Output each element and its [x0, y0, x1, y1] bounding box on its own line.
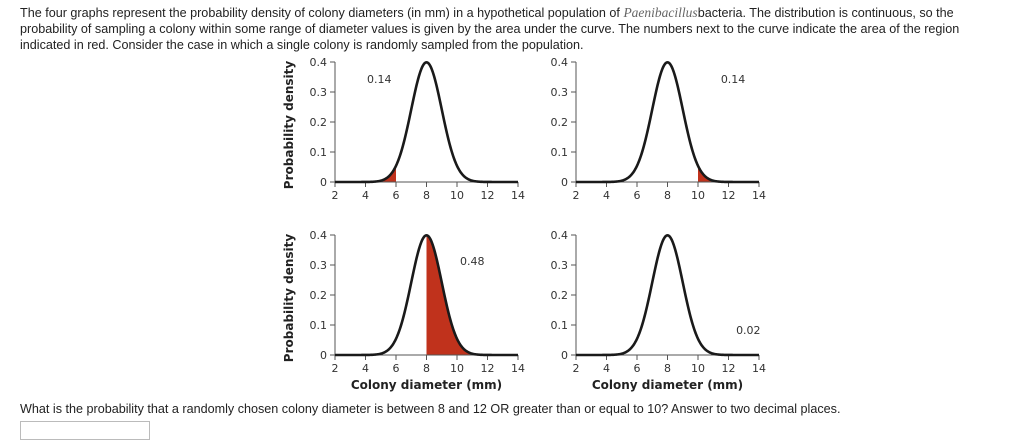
y-axis-label: Probability density [282, 61, 296, 190]
x-tick-label: 6 [634, 189, 641, 202]
x-tick-label: 4 [603, 362, 610, 375]
y-tick-label: 0.1 [310, 146, 328, 159]
area-label: 0.14 [721, 73, 746, 86]
x-tick-label: 12 [481, 189, 495, 202]
x-tick-label: 8 [664, 189, 671, 202]
y-tick-label: 0.1 [551, 319, 569, 332]
y-axis-label: Probability density [282, 234, 296, 363]
y-tick-label: 0.4 [551, 56, 569, 69]
x-tick-label: 4 [362, 189, 369, 202]
y-tick-label: 0.3 [551, 86, 569, 99]
intro-text: The four graphs represent the probabilit… [20, 6, 624, 20]
intro-text-cont: bacteria. The distribution is continuous… [20, 6, 960, 52]
x-tick-label: 14 [752, 189, 766, 202]
x-tick-label: 12 [481, 362, 495, 375]
x-tick-label: 6 [634, 362, 641, 375]
chart-3: 0 0.1 0.2 0.3 0.4 2 4 6 8 10 12 14 0.48 Probability d… [282, 229, 525, 392]
density-curve [576, 233, 759, 357]
chart-2: 0 0.1 0.2 0.3 0.4 2 4 6 8 10 12 14 0.14 [551, 56, 767, 202]
x-tick-label: 8 [423, 362, 430, 375]
x-tick-label: 2 [573, 189, 580, 202]
answer-input[interactable] [20, 421, 150, 440]
y-tick-label: 0.2 [551, 116, 569, 129]
area-label: 0.02 [736, 324, 761, 337]
x-tick-label: 8 [423, 189, 430, 202]
shaded-region [426, 235, 488, 355]
x-axis-label: Colony diameter (mm) [592, 378, 743, 392]
x-tick-label: 12 [722, 362, 736, 375]
y-tick-label: 0.3 [310, 259, 328, 272]
density-curve [335, 60, 518, 184]
area-label: 0.14 [367, 73, 392, 86]
x-tick-label: 2 [332, 189, 339, 202]
x-tick-label: 10 [450, 362, 464, 375]
chart-4: 0 0.1 0.2 0.3 0.4 2 4 6 8 10 12 14 0.02 Colony diamet… [551, 229, 767, 392]
x-tick-label: 14 [511, 362, 525, 375]
y-tick-label: 0 [561, 176, 568, 189]
y-tick-label: 0.1 [310, 319, 328, 332]
chart-1: 0 0.1 0.2 0.3 0.4 2 4 6 8 10 12 14 0.14 Probability d… [282, 56, 525, 202]
species-name: Paenibacillus [623, 5, 698, 20]
x-tick-label: 8 [664, 362, 671, 375]
y-tick-label: 0.3 [310, 86, 328, 99]
x-tick-label: 6 [393, 189, 400, 202]
y-tick-label: 0.4 [551, 229, 569, 242]
question-intro: The four graphs represent the probabilit… [20, 5, 1010, 53]
y-tick-label: 0.2 [310, 289, 328, 302]
x-tick-label: 12 [722, 189, 736, 202]
y-tick-label: 0 [320, 176, 327, 189]
x-tick-label: 14 [752, 362, 766, 375]
x-tick-label: 6 [393, 362, 400, 375]
y-tick-label: 0 [561, 349, 568, 362]
x-tick-label: 14 [511, 189, 525, 202]
x-tick-label: 10 [691, 362, 705, 375]
x-tick-label: 4 [362, 362, 369, 375]
y-tick-label: 0.4 [310, 229, 328, 242]
y-tick-label: 0.1 [551, 146, 569, 159]
density-curve [335, 233, 518, 357]
y-tick-label: 0.2 [551, 289, 569, 302]
x-tick-label: 10 [450, 189, 464, 202]
x-tick-label: 10 [691, 189, 705, 202]
y-tick-label: 0.4 [310, 56, 328, 69]
y-tick-label: 0.3 [551, 259, 569, 272]
area-label: 0.48 [460, 255, 485, 268]
x-tick-label: 2 [573, 362, 580, 375]
x-tick-label: 2 [332, 362, 339, 375]
x-tick-label: 4 [603, 189, 610, 202]
y-tick-label: 0 [320, 349, 327, 362]
y-tick-label: 0.2 [310, 116, 328, 129]
x-axis-label: Colony diameter (mm) [351, 378, 502, 392]
density-curve [576, 60, 759, 184]
question-text: What is the probability that a randomly … [20, 402, 841, 416]
